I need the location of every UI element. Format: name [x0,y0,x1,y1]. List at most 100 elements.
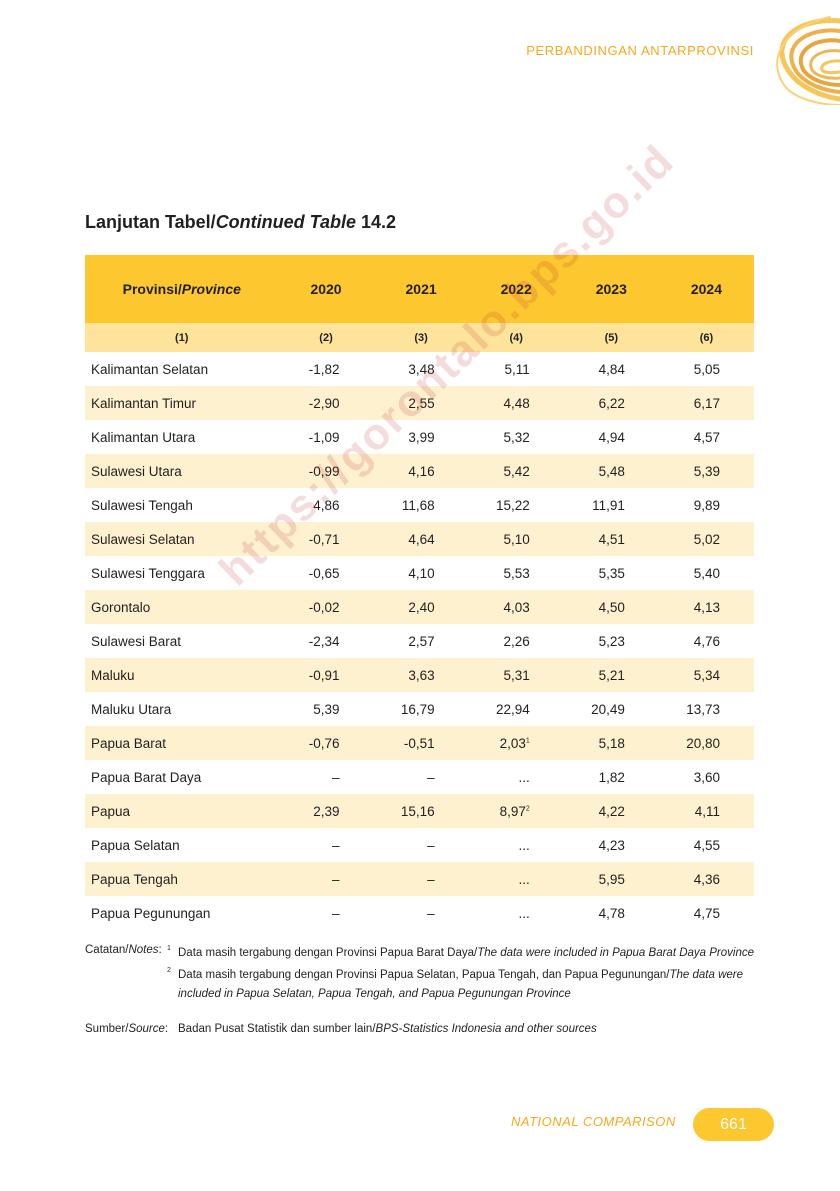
value-cell: -0,65 [278,556,374,590]
value-cell: 4,03 [468,590,564,624]
table-body: Kalimantan Selatan -1,82 3,48 5,11 4,84 5,05 K… [85,352,754,930]
value-cell: 1,82 [563,760,659,794]
value-cell: 4,10 [373,556,469,590]
province-cell: Sulawesi Tengah [85,488,279,522]
note-marker: 1 [167,945,171,952]
source-label: Sumber/Source: [85,1023,169,1035]
value-cell: 2,55 [373,386,469,420]
value-cell: -0,91 [278,658,374,692]
province-cell: Papua Tengah [85,862,279,896]
province-cell: Sulawesi Selatan [85,522,279,556]
value-cell: 11,68 [373,488,469,522]
province-cell: Sulawesi Barat [85,624,279,658]
province-cell: Papua Selatan [85,828,279,862]
province-cell: Gorontalo [85,590,279,624]
province-cell: Maluku [85,658,279,692]
value-cell: 4,64 [373,522,469,556]
value-cell: ... [468,760,564,794]
value-cell: 4,57 [658,420,754,454]
value-cell: 5,05 [658,352,754,386]
province-cell: Papua Pegunungan [85,896,279,930]
value-cell: 4,11 [658,794,754,828]
value-cell: 4,51 [563,522,659,556]
province-cell: Papua Barat Daya [85,760,279,794]
col-number: (4) [468,323,564,352]
value-cell: -2,34 [278,624,374,658]
value-cell: 5,34 [658,658,754,692]
value-cell: 2,39 [278,794,374,828]
value-cell: 4,94 [563,420,659,454]
province-cell: Papua Barat [85,726,279,760]
table-row: Maluku -0,91 3,63 5,31 5,21 5,34 [85,658,754,692]
value-cell: – [278,896,374,930]
value-cell: 5,42 [468,454,564,488]
province-cell: Kalimantan Utara [85,420,279,454]
value-cell: ... [468,862,564,896]
value-cell: 3,99 [373,420,469,454]
value-cell: 4,36 [658,862,754,896]
province-cell: Sulawesi Tenggara [85,556,279,590]
value-cell: 3,48 [373,352,469,386]
footer-section-label: NATIONAL COMPARISON [511,1114,676,1129]
value-cell: 5,53 [468,556,564,590]
value-cell: 4,75 [658,896,754,930]
value-cell: – [373,862,469,896]
notes-block: Catatan/Notes: 1 Data masih tergabung de… [85,944,765,1007]
value-cell: 5,32 [468,420,564,454]
province-cell: Sulawesi Utara [85,454,279,488]
value-cell: 16,79 [373,692,469,726]
value-cell: 2,26 [468,624,564,658]
header-year: 2021 [373,255,469,323]
col-number: (1) [85,323,279,352]
value-cell: 20,49 [563,692,659,726]
table-row: Sulawesi Barat -2,34 2,57 2,26 5,23 4,76 [85,624,754,658]
value-cell: 5,40 [658,556,754,590]
table-row: Sulawesi Selatan -0,71 4,64 5,10 4,51 5,02 [85,522,754,556]
table-row: Kalimantan Selatan -1,82 3,48 5,11 4,84 5,05 [85,352,754,386]
note-marker: 2 [167,967,171,975]
value-cell: 4,48 [468,386,564,420]
table-row: Kalimantan Utara -1,09 3,99 5,32 4,94 4,57 [85,420,754,454]
col-number: (2) [278,323,374,352]
table-row: Papua Pegunungan – –... 4,78 4,75 [85,896,754,930]
table-row: Kalimantan Timur -2,90 2,55 4,48 6,22 6,17 [85,386,754,420]
note-text: Data masih tergabung dengan Provinsi Pap… [178,947,754,959]
column-number-row: (1) (2) (3) (4) (5) (6) [85,323,754,352]
value-cell: 3,60 [658,760,754,794]
value-cell: 15,22 [468,488,564,522]
value-cell: 5,48 [563,454,659,488]
value-cell: – [278,862,374,896]
value-cell: 5,31 [468,658,564,692]
table-row: Papua Barat -0,76 -0,51 2,031 5,18 20,80 [85,726,754,760]
value-cell: 4,76 [658,624,754,658]
source-line: Sumber/Source: Badan Pusat Statistik dan… [85,1023,597,1035]
decorative-swoosh-icon [776,16,840,105]
province-cell: Kalimantan Selatan [85,352,279,386]
header-year: 2022 [468,255,564,323]
value-cell: 13,73 [658,692,754,726]
province-cell: Kalimantan Timur [85,386,279,420]
value-cell: 5,39 [278,692,374,726]
header-section-label: PERBANDINGAN ANTARPROVINSI [526,43,754,58]
value-cell: – [278,828,374,862]
header-year: 2024 [658,255,754,323]
value-cell: 4,50 [563,590,659,624]
value-cell: 5,10 [468,522,564,556]
value-cell: 5,95 [563,862,659,896]
value-cell: 2,40 [373,590,469,624]
table-row: Sulawesi Tenggara -0,65 4,10 5,53 5,35 5,40 [85,556,754,590]
header-row: Provinsi/Province 2020 2021 2022 2023 20… [85,255,754,323]
value-cell: 2,57 [373,624,469,658]
value-cell: – [373,760,469,794]
value-cell: 22,94 [468,692,564,726]
value-cell: -0,99 [278,454,374,488]
province-cell: Maluku Utara [85,692,279,726]
value-cell: 4,22 [563,794,659,828]
value-cell: 8,972 [468,794,564,828]
comparison-table: Provinsi/Province 2020 2021 2022 2023 20… [85,255,754,930]
value-cell: 4,16 [373,454,469,488]
value-cell: -1,09 [278,420,374,454]
value-cell: -1,82 [278,352,374,386]
value-cell: -0,76 [278,726,374,760]
value-cell: -0,51 [373,726,469,760]
